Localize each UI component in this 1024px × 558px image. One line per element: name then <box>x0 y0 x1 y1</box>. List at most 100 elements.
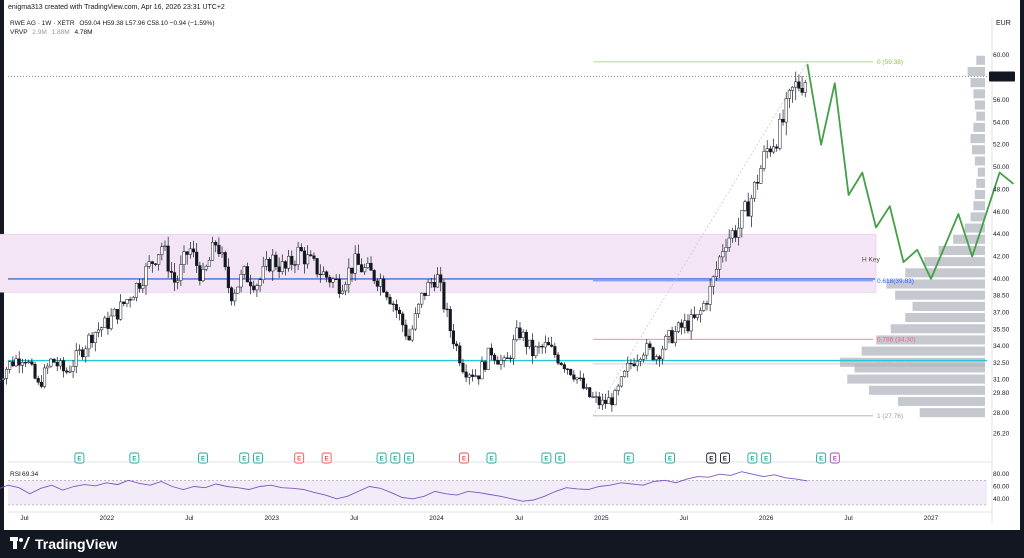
earnings-event-label: E <box>393 457 397 463</box>
candle-body <box>455 343 459 347</box>
tradingview-logo-icon <box>10 537 30 551</box>
candle-body <box>423 292 427 296</box>
currency-label[interactable]: EUR <box>996 20 1011 27</box>
candle-body <box>233 292 237 302</box>
candle-body <box>312 255 316 259</box>
candle-body <box>328 277 332 283</box>
candle-body <box>195 251 199 266</box>
candle-body <box>629 362 633 365</box>
chart-svg: H Key 0 (59.38) 0.618(39.83) 0.786 (34.30) 0… <box>0 0 1015 524</box>
candle-body <box>17 358 21 366</box>
volume-profile-bar <box>890 324 985 334</box>
candle-body <box>407 335 411 341</box>
candle-body <box>100 327 104 331</box>
candle-body <box>52 358 56 363</box>
tradingview-logo[interactable]: TradingView <box>10 536 117 552</box>
candle-body <box>572 374 576 380</box>
earnings-event-marker <box>376 452 387 464</box>
volume-profile-bar <box>854 363 985 373</box>
volume-profile-bar <box>905 268 985 278</box>
candle-body <box>306 254 310 265</box>
candle-body <box>131 297 135 301</box>
header-bar <box>4 0 1020 18</box>
fib-level-label: 0.786 (34.30) <box>877 336 916 343</box>
rsi-axis-label: 40.00 <box>993 496 1010 503</box>
candle-body <box>714 269 719 277</box>
price-axis-label: 42.00 <box>993 254 1010 261</box>
candle-body <box>727 237 731 248</box>
volume-profile-bar <box>970 212 985 222</box>
candle-body <box>220 252 224 255</box>
candle-body <box>730 230 734 239</box>
volume-profile-bar <box>912 301 985 311</box>
candle-body <box>138 283 142 289</box>
earnings-event-marker <box>761 452 772 464</box>
candle-body <box>436 274 440 288</box>
earnings-event-marker <box>816 452 827 464</box>
candle-body <box>299 247 303 252</box>
candle-body <box>223 252 227 268</box>
earnings-event-label: E <box>709 457 713 463</box>
earnings-event-marker <box>129 452 140 464</box>
candle-body <box>502 357 506 361</box>
candle-body <box>366 262 370 268</box>
candle-body <box>96 329 100 333</box>
candle-body <box>470 374 474 377</box>
indicator-name[interactable]: VRVP <box>10 29 28 36</box>
candle-body <box>65 370 69 373</box>
candle-body <box>569 368 573 376</box>
candle-body <box>1 378 5 380</box>
candle-body <box>119 301 123 320</box>
candle-body <box>496 360 500 365</box>
time-axis-label: Jul <box>350 515 359 522</box>
candle-body <box>781 118 785 123</box>
candle-body <box>74 350 78 367</box>
candle-body <box>125 299 129 304</box>
symbol-name[interactable]: RWE AG · 1W · XETR <box>10 20 75 27</box>
earnings-event-label: E <box>627 457 631 463</box>
price-axis-label: 26.20 <box>993 430 1010 437</box>
candle-body <box>71 366 75 372</box>
fib-trend-line <box>592 61 808 417</box>
earnings-event-label: E <box>77 457 81 463</box>
candle-body <box>787 90 791 99</box>
candle-body <box>534 346 538 357</box>
candle-body <box>680 322 684 328</box>
last-price-badge <box>989 71 1015 82</box>
volume-profile-bar <box>876 335 985 345</box>
candle-body <box>385 291 389 298</box>
candle-body <box>594 396 598 398</box>
last-price-label: 58.10 <box>993 74 1010 81</box>
time-axis-label: Jul <box>20 515 29 522</box>
candle-body <box>800 88 804 93</box>
indicator-value-2: 1.88M <box>51 29 70 36</box>
volume-profile-bar <box>847 374 985 384</box>
time-axis-label: 2027 <box>924 515 939 522</box>
candle-body <box>670 330 674 344</box>
price-axis-label: 52.00 <box>993 142 1010 149</box>
candle-body <box>81 349 85 358</box>
candle-body <box>378 278 383 287</box>
candle-body <box>635 360 639 367</box>
candle-body <box>451 330 455 345</box>
volume-profile-bar <box>967 66 985 76</box>
time-axis-label: Jul <box>680 515 689 522</box>
candle-body <box>756 181 760 184</box>
earnings-event-marker <box>486 452 497 464</box>
candle-body <box>607 397 611 404</box>
candle-body <box>483 361 487 370</box>
candle-body <box>204 266 208 270</box>
candle-body <box>448 309 452 332</box>
earnings-event-label: E <box>407 457 411 463</box>
price-axis-label: 48.00 <box>993 186 1010 193</box>
candle-body <box>581 377 585 389</box>
volume-profile-bar <box>977 167 985 177</box>
candle-body <box>388 296 392 305</box>
candle-body <box>794 81 798 88</box>
candle-body <box>27 361 31 363</box>
earnings-event-label: E <box>544 457 548 463</box>
earnings-event-label: E <box>833 457 837 463</box>
candle-body <box>179 264 183 281</box>
volume-profile-bar <box>970 134 985 144</box>
price-axis-label: 31.00 <box>993 377 1010 384</box>
